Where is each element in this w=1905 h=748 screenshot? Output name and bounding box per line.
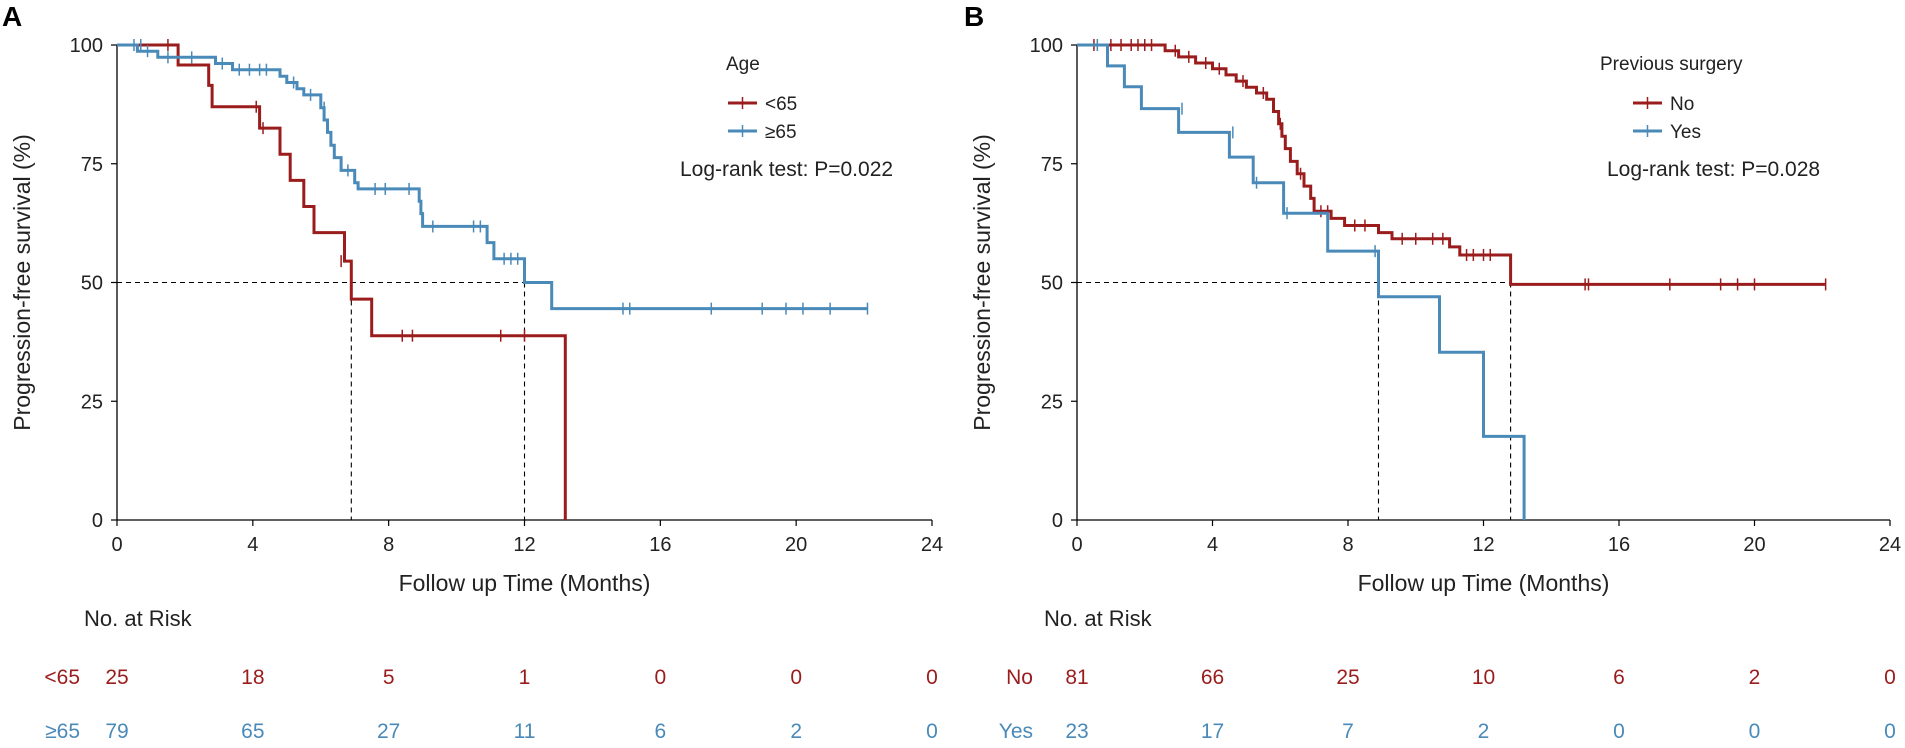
- risk-count: 18: [241, 666, 264, 689]
- x-tick-label: 20: [785, 534, 807, 556]
- risk-count: 0: [1613, 720, 1625, 743]
- risk-count: 17: [1201, 720, 1224, 743]
- risk-count: 65: [241, 720, 264, 743]
- legend-label: Yes: [1670, 122, 1701, 143]
- series-line-1: [117, 43, 868, 311]
- x-tick-label: 16: [1608, 534, 1630, 556]
- x-tick-label: 16: [649, 534, 671, 556]
- panel-letter: B: [964, 1, 984, 32]
- y-axis-label: Progression-free survival (%): [969, 134, 995, 431]
- y-axis-label: Progression-free survival (%): [9, 134, 35, 431]
- risk-count: 81: [1065, 666, 1088, 689]
- y-tick-label: 0: [92, 510, 103, 532]
- x-tick-label: 8: [1342, 534, 1353, 556]
- y-tick-label: 0: [1052, 510, 1063, 532]
- risk-count: 0: [1884, 720, 1896, 743]
- logrank-annotation: Log-rank test: P=0.022: [680, 158, 893, 181]
- risk-count: 2: [790, 720, 802, 743]
- risk-count: 0: [1884, 666, 1896, 689]
- y-tick-label: 100: [1030, 35, 1063, 57]
- risk-row-label: Yes: [999, 720, 1033, 743]
- y-tick-label: 50: [1041, 273, 1063, 295]
- risk-title: No. at Risk: [1044, 606, 1153, 631]
- risk-count: 6: [1613, 666, 1625, 689]
- y-tick-label: 25: [81, 391, 103, 413]
- x-tick-label: 8: [383, 534, 394, 556]
- risk-count: 5: [383, 666, 395, 689]
- risk-count: 79: [105, 720, 128, 743]
- series-line-1: [1077, 43, 1526, 520]
- y-tick-label: 25: [1041, 391, 1063, 413]
- risk-count: 1: [519, 666, 531, 689]
- risk-row-label: No: [1006, 666, 1033, 689]
- risk-count: 2: [1749, 666, 1761, 689]
- legend-label: ≥65: [765, 122, 797, 143]
- risk-count: 7: [1342, 720, 1354, 743]
- x-tick-label: 20: [1743, 534, 1765, 556]
- y-tick-label: 75: [1041, 154, 1063, 176]
- legend-label: No: [1670, 94, 1694, 115]
- logrank-annotation: Log-rank test: P=0.028: [1607, 158, 1820, 181]
- x-tick-label: 4: [247, 534, 258, 556]
- y-tick-label: 50: [81, 273, 103, 295]
- x-tick-label: 0: [111, 534, 122, 556]
- risk-count: 25: [1336, 666, 1359, 689]
- risk-title: No. at Risk: [84, 606, 193, 631]
- risk-count: 6: [654, 720, 666, 743]
- panel-letter: A: [2, 1, 22, 32]
- risk-count: 2: [1478, 720, 1490, 743]
- x-tick-label: 0: [1071, 534, 1082, 556]
- risk-row-label: ≥65: [45, 720, 80, 743]
- legend-title: Previous surgery: [1600, 54, 1743, 75]
- series-line-0: [117, 43, 567, 520]
- risk-count: 66: [1201, 666, 1224, 689]
- legend-label: <65: [765, 94, 797, 115]
- x-tick-label: 24: [921, 534, 943, 556]
- x-axis-label: Follow up Time (Months): [1358, 570, 1610, 596]
- risk-row-label: <65: [44, 666, 80, 689]
- risk-count: 0: [926, 720, 938, 743]
- risk-count: 25: [105, 666, 128, 689]
- risk-count: 11: [514, 720, 536, 743]
- x-axis-label: Follow up Time (Months): [399, 570, 651, 596]
- x-tick-label: 24: [1879, 534, 1901, 556]
- risk-count: 0: [790, 666, 802, 689]
- x-tick-label: 12: [513, 534, 535, 556]
- y-tick-label: 75: [81, 154, 103, 176]
- risk-count: 0: [926, 666, 938, 689]
- risk-count: 23: [1065, 720, 1088, 743]
- legend-title: Age: [726, 54, 760, 75]
- risk-count: 10: [1472, 666, 1495, 689]
- risk-count: 0: [654, 666, 666, 689]
- y-tick-label: 100: [70, 35, 103, 57]
- x-tick-label: 4: [1207, 534, 1218, 556]
- x-tick-label: 12: [1472, 534, 1494, 556]
- risk-count: 27: [377, 720, 400, 743]
- risk-count: 0: [1749, 720, 1761, 743]
